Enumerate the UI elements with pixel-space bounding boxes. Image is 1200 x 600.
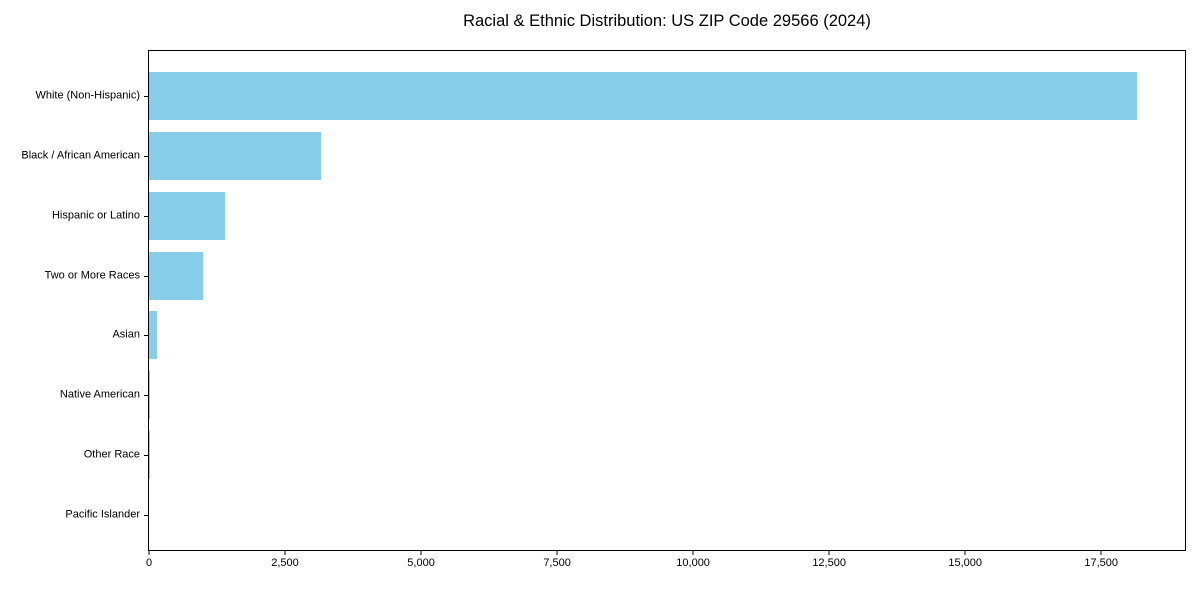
x-tick-mark bbox=[148, 550, 150, 555]
bar-other-race bbox=[149, 431, 150, 480]
x-tick-mark bbox=[420, 550, 422, 555]
x-axis-tick-label: 0 bbox=[145, 557, 153, 569]
y-tick-mark bbox=[144, 275, 149, 277]
y-tick-mark bbox=[144, 155, 149, 157]
x-axis-tick-label: 7,500 bbox=[543, 557, 571, 569]
bar-asian bbox=[149, 311, 157, 360]
y-tick-mark bbox=[144, 455, 149, 457]
x-tick-mark bbox=[556, 550, 558, 555]
chart-title: Racial & Ethnic Distribution: US ZIP Cod… bbox=[463, 12, 871, 30]
x-axis-tick-label: 5,000 bbox=[407, 557, 435, 569]
x-tick-mark bbox=[828, 550, 830, 555]
y-axis-label: Black / African American bbox=[21, 149, 140, 162]
x-tick-mark bbox=[964, 550, 966, 555]
x-tick-mark bbox=[1100, 550, 1102, 555]
y-axis-label: Asian bbox=[112, 328, 140, 341]
y-tick-mark bbox=[144, 215, 149, 217]
y-axis-label: White (Non-Hispanic) bbox=[35, 89, 140, 102]
x-axis-tick-label: 2,500 bbox=[271, 557, 299, 569]
x-tick-mark bbox=[692, 550, 694, 555]
y-tick-mark bbox=[144, 515, 149, 517]
bar-black-african-american bbox=[149, 131, 322, 180]
y-tick-mark bbox=[144, 335, 149, 337]
x-axis-tick-label: 15,000 bbox=[948, 557, 982, 569]
y-axis-label: Two or More Races bbox=[44, 269, 140, 282]
plot-area: White (Non-Hispanic) Black / African Amer… bbox=[21, 50, 1186, 569]
x-axis-tick-label: 12,500 bbox=[812, 557, 846, 569]
bar-two-or-more-races bbox=[149, 251, 203, 300]
bar-native-american bbox=[149, 371, 151, 420]
y-tick-mark bbox=[144, 395, 149, 397]
x-axis-tick-label: 17,500 bbox=[1084, 557, 1119, 569]
x-axis-tick-label: 10,000 bbox=[676, 557, 710, 569]
y-axis-label: Native American bbox=[59, 388, 140, 401]
y-axis-label: Pacific Islander bbox=[65, 508, 140, 521]
x-tick-mark bbox=[284, 550, 286, 555]
bar-hispanic-or-latino bbox=[149, 191, 225, 240]
y-axis-label: Other Race bbox=[83, 448, 140, 461]
y-axis-label: Hispanic or Latino bbox=[51, 209, 140, 222]
y-tick-mark bbox=[144, 96, 149, 97]
bar-white-non-hispanic bbox=[149, 72, 1137, 120]
